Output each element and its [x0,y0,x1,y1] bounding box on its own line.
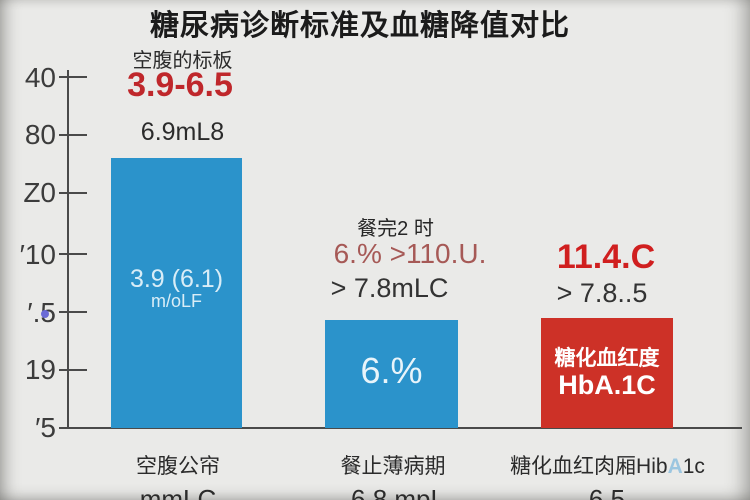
y-tick-label: 19 [24,354,56,385]
bar3-threshold-value: > 7.8..5 [556,278,648,308]
y-tick [59,253,87,255]
bar-hba1c [541,318,673,428]
bar1-inside-value: 3.9 (6.1) [129,265,224,293]
bar2-threshold-value: 6.% >110.U. [333,238,487,269]
bar2-unit-value: > 7.8mLC [330,273,449,303]
bar2-inside-value: 6.% [360,350,423,391]
y-tick-label: 80 [24,119,56,150]
bar-postprandial [325,320,458,428]
x-sublabel-fasting: mmLC [139,484,217,500]
y-tick [59,134,87,136]
y-tick [59,427,87,429]
x-sublabel-postprandial: 6.8 mpL [351,484,445,500]
x-label-hba1c-prefix: 糖化血红肉厢Hib [510,455,668,478]
x-axis-line [67,427,742,429]
bar3-inside-name: 糖化血红度 [554,347,660,370]
x-sublabel-hba1c: 6.5 [588,484,626,500]
y-tick-label: Z0 [23,177,56,208]
blue-dot-artifact [41,310,49,318]
x-label-postprandial: 餐止薄病期 [340,455,446,478]
x-label-fasting: 空腹公帘 [136,455,220,478]
y-tick [59,76,87,78]
triangle-a-icon: A [667,455,683,478]
bar1-range-value: 3.9-6.5 [127,66,233,104]
y-tick-label: ′5 [35,412,56,443]
bar2-caption: 餐完2 时 [357,218,434,240]
bar1-caption: 空腹的标板 [132,50,233,72]
y-tick-label: ′10 [19,239,56,270]
y-axis-line [67,70,69,429]
bar-fasting [111,158,242,428]
x-label-hba1c-suffix: 1c [682,455,705,478]
chart-title: 糖尿病诊断标准及血糖降值对比 [149,10,570,42]
bar1-unit-value: 6.9mL8 [140,118,225,146]
bar1-inside-unit: m/oLF [150,291,202,312]
y-tick [59,311,87,313]
y-tick-label: 40 [24,62,56,93]
y-tick [59,369,87,371]
bar3-inside-code: HbA.1C [558,370,656,400]
x-label-hba1c: 糖化血红肉厢HibA1c [500,450,715,480]
bar1-inside-label: 3.9 (6.1) m/oLF [111,266,242,311]
bar3-value: 11.4.C [556,238,656,276]
y-tick [59,192,87,194]
